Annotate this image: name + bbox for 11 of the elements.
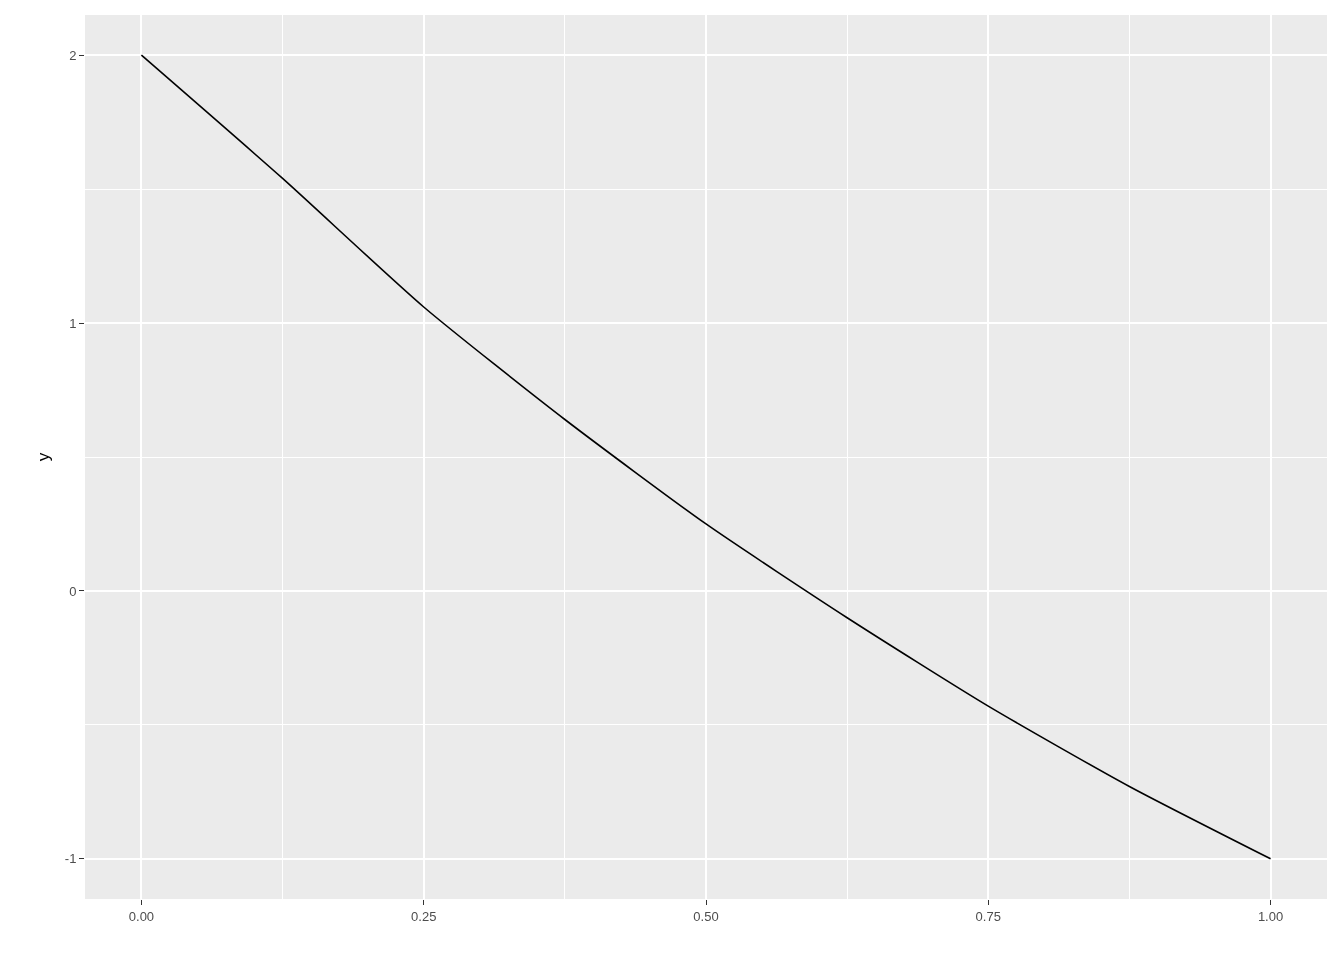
x-tick-label: 0.00 — [128, 908, 155, 924]
x-tick-label: 1.00 — [1257, 908, 1284, 924]
y-tick-label: 2 — [69, 47, 77, 63]
y-tick-label: 1 — [69, 315, 77, 331]
x-tick-label: 0.75 — [975, 908, 1001, 924]
x-tick-label: 0.50 — [693, 908, 719, 924]
y-axis-title: y — [34, 452, 54, 462]
x-tick-label: 0.25 — [411, 908, 437, 924]
y-tick-label: 0 — [69, 583, 77, 599]
y-tick-label: -1 — [64, 851, 77, 867]
line-series — [140, 54, 1272, 860]
